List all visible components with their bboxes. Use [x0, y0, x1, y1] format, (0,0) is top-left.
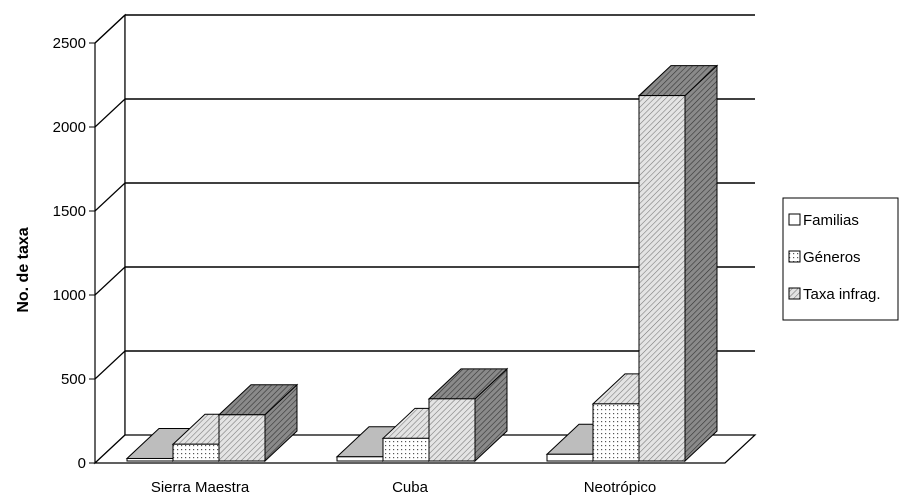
gridline-side [94, 98, 126, 128]
y-axis-title: No. de taxa [15, 227, 32, 312]
legend-label: Familias [803, 212, 859, 229]
legend-label: Géneros [803, 249, 861, 266]
bar-front [638, 95, 686, 462]
y-tick-label: 1500 [53, 203, 86, 220]
bar-taxa-infrag--0 [217, 383, 299, 463]
left-wall [94, 13, 126, 465]
bar-front [428, 398, 476, 462]
y-tick-label: 0 [78, 455, 86, 472]
gridline-side [94, 350, 126, 380]
gridline-side [94, 266, 126, 296]
bar-taxa-infrag--1 [427, 367, 509, 463]
legend-swatch [788, 213, 801, 226]
legend-swatch [788, 250, 801, 263]
bar-front [218, 414, 266, 462]
y-tick-label: 500 [61, 371, 86, 388]
y-tick-label: 2500 [53, 35, 86, 52]
back-wall [125, 15, 755, 435]
bar-taxa-infrag--2 [637, 64, 719, 463]
bars [125, 64, 719, 463]
bar-side [684, 64, 718, 463]
category-label: Cuba [392, 479, 429, 496]
gridline-side [94, 182, 126, 212]
legend-label: Taxa infrag. [803, 286, 881, 303]
category-labels: Sierra Maestra Cuba Neotrópico [151, 479, 656, 496]
legend-box [782, 197, 899, 321]
legend-swatch [788, 287, 801, 300]
bar-front [592, 403, 640, 462]
category-label: Sierra Maestra [151, 479, 250, 496]
category-label: Neotrópico [584, 479, 657, 496]
bar-front [172, 443, 220, 462]
legend: Familias Géneros Taxa infrag. [782, 197, 899, 321]
bar-front [336, 456, 384, 462]
bar-front [126, 457, 174, 462]
y-tick-label: 1000 [53, 287, 86, 304]
bar-front [382, 437, 430, 462]
gridline-side [94, 14, 126, 44]
y-axis-ticks: 0 500 1000 1500 2000 2500 [53, 35, 95, 472]
bar-front [546, 453, 594, 462]
y-tick-label: 2000 [53, 119, 86, 136]
